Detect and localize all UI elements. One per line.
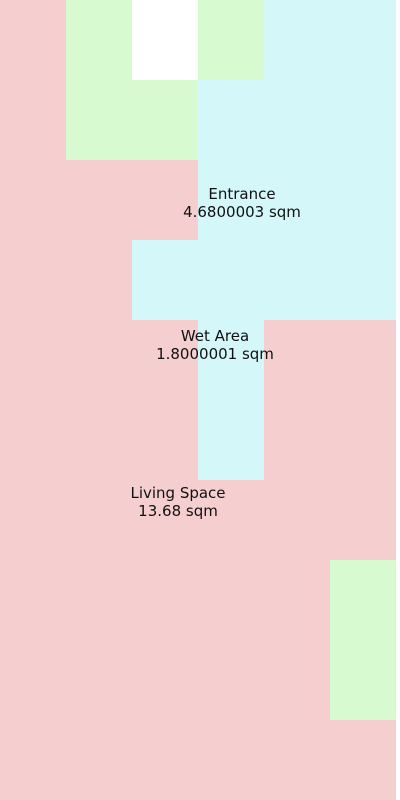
wet-area-area: 1.8000001 sqm	[156, 345, 274, 363]
green-zone-cell	[330, 560, 396, 720]
living-space-cell	[66, 320, 198, 480]
entrance-area: 4.6800003 sqm	[183, 203, 301, 221]
empty-cell	[396, 0, 400, 800]
green-zone-cell	[198, 0, 264, 80]
wet-area-cell	[198, 320, 264, 480]
green-zone-cell	[66, 0, 132, 160]
empty-cell	[132, 0, 198, 80]
living-space-cell	[66, 480, 330, 800]
entrance-name: Entrance	[208, 185, 276, 203]
living-space-area: 13.68 sqm	[138, 502, 218, 520]
entrance-cell	[132, 240, 198, 320]
living-space-cell	[66, 240, 132, 320]
living-space-name: Living Space	[130, 484, 226, 502]
living-space-cell	[66, 160, 198, 240]
entrance-label: Entrance 4.6800003 sqm	[183, 185, 301, 221]
wet-area-label: Wet Area 1.8000001 sqm	[156, 327, 274, 363]
green-zone-cell	[132, 80, 198, 160]
living-space-label: Living Space 13.68 sqm	[130, 484, 225, 520]
living-space-cell	[330, 720, 396, 800]
living-space-cell	[0, 0, 66, 800]
wet-area-name: Wet Area	[180, 327, 250, 345]
